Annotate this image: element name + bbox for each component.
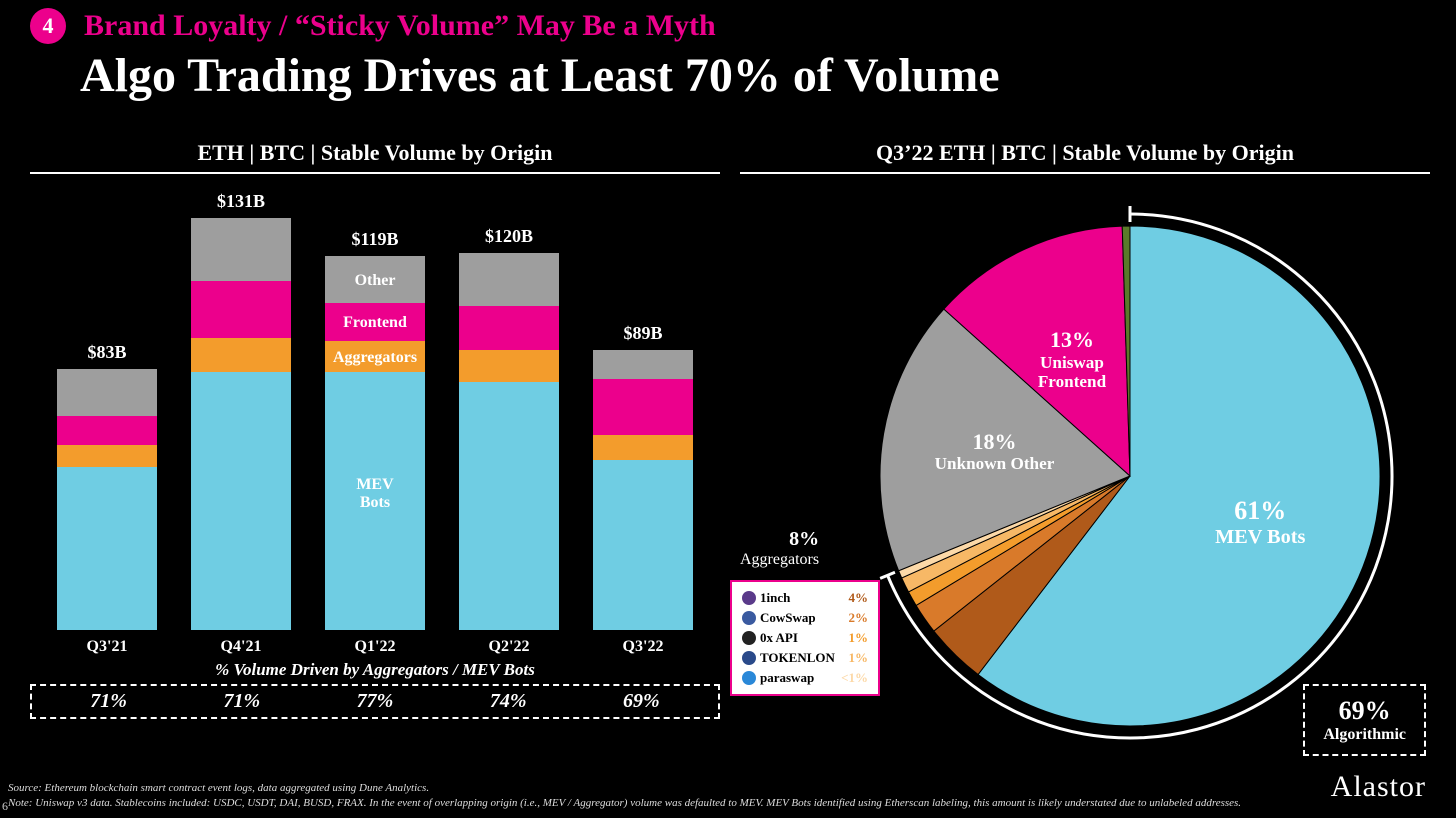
aggregator-icon — [742, 671, 756, 685]
bar-stack — [191, 218, 291, 630]
bar-segment-mev — [459, 382, 559, 630]
bar-segment-frontend — [593, 379, 693, 436]
bar-x-label: Q2'22 — [489, 638, 530, 656]
pie-slice-label: 13%UniswapFrontend — [1002, 327, 1142, 392]
algorithmic-summary-box: 69% Algorithmic — [1303, 684, 1426, 756]
aggregator-icon — [742, 651, 756, 665]
bar-segment-agg — [459, 350, 559, 381]
aggregator-name: 0x API — [742, 630, 798, 646]
bar-segment-other — [325, 256, 425, 303]
slide-number-badge: 4 — [30, 8, 66, 44]
footnotes: Source: Ethereum blockchain smart contra… — [8, 781, 1256, 810]
bar-chart-title: ETH | BTC | Stable Volume by Origin — [30, 140, 720, 166]
slide-title: Algo Trading Drives at Least 70% of Volu… — [80, 48, 1426, 103]
aggregators-label: Aggregators — [740, 551, 819, 569]
aggregator-icon — [742, 611, 756, 625]
aggregators-breakdown-box: 1inch 4% CowSwap 2% 0x API 1% TOKENLON 1% parasw… — [730, 580, 880, 696]
bar-segment-agg — [57, 445, 157, 467]
bar-total-label: $119B — [351, 229, 398, 250]
bar-column: $83B Q3'21 — [52, 186, 162, 656]
footnote-note: Note: Uniswap v3 data. Stablecoins inclu… — [8, 796, 1256, 810]
aggregator-row: 1inch 4% — [742, 588, 868, 608]
aggregator-name-text: 0x API — [760, 630, 798, 646]
aggregators-callout: 8% Aggregators — [740, 528, 819, 569]
pct-cell: 74% — [453, 690, 563, 713]
pie-chart-panel: Q3’22 ETH | BTC | Stable Volume by Origi… — [740, 140, 1430, 746]
bar-stack — [593, 350, 693, 630]
aggregator-name-text: 1inch — [760, 590, 790, 606]
aggregator-icon — [742, 591, 756, 605]
bar-segment-other — [57, 369, 157, 416]
bar-total-label: $83B — [87, 342, 126, 363]
footnote-source: Source: Ethereum blockchain smart contra… — [8, 781, 1256, 795]
aggregator-name-text: paraswap — [760, 670, 814, 686]
bar-segment-frontend — [325, 303, 425, 341]
aggregator-name: paraswap — [742, 670, 814, 686]
bar-chart-panel: ETH | BTC | Stable Volume by Origin $83B… — [30, 140, 720, 719]
bar-stack: MEVBotsAggregatorsFrontendOther — [325, 256, 425, 630]
bar-stack — [459, 253, 559, 630]
aggregator-name: TOKENLON — [742, 650, 835, 666]
aggregator-row: paraswap <1% — [742, 668, 868, 688]
pct-cell: 71% — [187, 690, 297, 713]
aggregator-pct: 1% — [849, 630, 869, 646]
aggregator-pct: 2% — [849, 610, 869, 626]
bar-segment-agg — [593, 435, 693, 460]
aggregator-name: 1inch — [742, 590, 790, 606]
bar-x-label: Q3'21 — [87, 638, 128, 656]
bar-segment-agg — [325, 341, 425, 372]
bar-segment-frontend — [459, 306, 559, 350]
aggregators-pct: 8% — [740, 528, 819, 551]
page-number: 6 — [2, 799, 8, 814]
bar-column: $119B MEVBotsAggregatorsFrontendOther Q1'2… — [320, 186, 430, 656]
bar-segment-other — [593, 350, 693, 378]
pct-row-title: % Volume Driven by Aggregators / MEV Bot… — [30, 660, 720, 680]
aggregator-icon — [742, 631, 756, 645]
aggregator-pct: 4% — [849, 590, 869, 606]
slide-subtitle: Brand Loyalty / “Sticky Volume” May Be a… — [84, 9, 716, 42]
aggregator-row: CowSwap 2% — [742, 608, 868, 628]
bar-segment-other — [191, 218, 291, 281]
bar-segment-other — [459, 253, 559, 306]
bar-total-label: $120B — [485, 226, 533, 247]
slide-header: 4 Brand Loyalty / “Sticky Volume” May Be… — [30, 8, 1426, 103]
bar-column: $89B Q3'22 — [588, 186, 698, 656]
pie-chart-title: Q3’22 ETH | BTC | Stable Volume by Origi… — [740, 140, 1430, 166]
aggregator-pct: 1% — [849, 650, 869, 666]
bar-segment-mev — [593, 460, 693, 630]
pie-slice-label: 61%MEV Bots — [1190, 496, 1330, 549]
bar-total-label: $89B — [623, 323, 662, 344]
pct-cell: 71% — [54, 690, 164, 713]
algorithmic-pct: 69% — [1323, 696, 1406, 726]
pct-cell: 69% — [586, 690, 696, 713]
bar-total-label: $131B — [217, 191, 265, 212]
bar-segment-mev — [191, 372, 291, 630]
brand-logo: Alastor — [1331, 770, 1426, 804]
bar-x-label: Q1'22 — [355, 638, 396, 656]
bar-segment-mev — [325, 372, 425, 630]
bar-segment-mev — [57, 467, 157, 630]
aggregator-row: 0x API 1% — [742, 628, 868, 648]
pct-cell: 77% — [320, 690, 430, 713]
bar-chart-plot: $83B Q3'21 $131B Q4'21 $119B MEVBotsAggregato… — [30, 186, 720, 656]
bar-segment-agg — [191, 338, 291, 373]
bar-column: $120B Q2'22 — [454, 186, 564, 656]
pie-slice-label: 18%Unknown Other — [925, 429, 1065, 474]
bar-segment-frontend — [191, 281, 291, 338]
aggregator-name: CowSwap — [742, 610, 816, 626]
algorithmic-label: Algorithmic — [1323, 726, 1406, 744]
bar-stack — [57, 369, 157, 630]
divider — [740, 172, 1430, 174]
bar-x-label: Q4'21 — [221, 638, 262, 656]
bar-column: $131B Q4'21 — [186, 186, 296, 656]
bar-segment-frontend — [57, 416, 157, 444]
pct-row: 71% 71% 77% 74% 69% — [30, 684, 720, 719]
aggregator-name-text: TOKENLON — [760, 650, 835, 666]
aggregator-row: TOKENLON 1% — [742, 648, 868, 668]
aggregator-pct: <1% — [841, 670, 868, 686]
divider — [30, 172, 720, 174]
bar-x-label: Q3'22 — [623, 638, 664, 656]
aggregator-name-text: CowSwap — [760, 610, 816, 626]
pie-chart-plot: 61%MEV Bots 18%Unknown Other 13%UniswapFro… — [850, 186, 1410, 746]
